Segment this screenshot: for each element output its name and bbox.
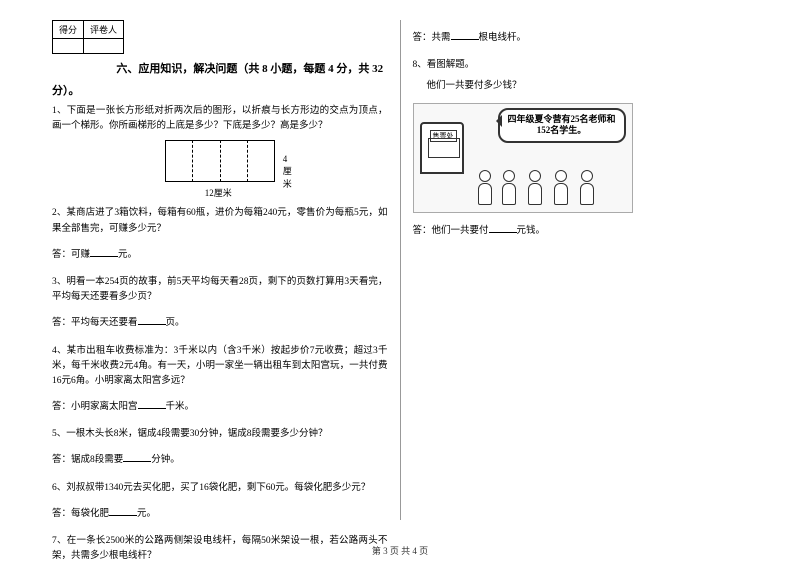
answer-7: 答：共需根电线杆。 <box>413 30 749 46</box>
fold-diagram: 4厘米 12厘米 <box>145 140 295 200</box>
question-1: 1、下面是一张长方形纸对折两次后的图形，以折痕与长方形边的交点为顶点，画一个梯形… <box>52 104 388 134</box>
score-cell-2 <box>84 39 124 54</box>
page-footer: 第 3 页 共 4 页 <box>0 544 800 557</box>
answer-2: 答：可赚元。 <box>52 247 388 263</box>
booth-window <box>428 138 460 158</box>
score-header-1: 得分 <box>53 21 84 39</box>
blank-2 <box>90 247 118 257</box>
score-cell-1 <box>53 39 84 54</box>
question-8: 8、看图解题。 <box>413 58 749 73</box>
person-5 <box>578 170 596 208</box>
question-2: 2、某商店进了3箱饮料，每箱有60瓶，进价为每箱240元，零售价为每瓶5元，如果… <box>52 206 388 236</box>
fold-line-3 <box>247 140 248 182</box>
answer-5: 答：锯成8段需要分钟。 <box>52 452 388 468</box>
person-2 <box>500 170 518 208</box>
right-column: 答：共需根电线杆。 8、看图解题。 他们一共要付多少钱？ 售票处 四年级夏令营有… <box>401 20 761 520</box>
person-1 <box>476 170 494 208</box>
page-columns: 得分 评卷人 六、应用知识，解决问题（共 8 小题，每题 4 分，共 32 分）… <box>40 20 760 520</box>
person-4 <box>552 170 570 208</box>
question-4: 4、某市出租车收费标准为：3千米以内（含3千米）按起步价7元收费；超过3千米，每… <box>52 344 388 390</box>
illustration: 售票处 四年级夏令营有25名老师和152名学生。 <box>413 103 633 213</box>
blank-8 <box>489 223 517 233</box>
blank-6 <box>109 506 137 516</box>
blank-5 <box>123 452 151 462</box>
blank-3 <box>138 315 166 325</box>
answer-8: 答：他们一共要付元钱。 <box>413 223 749 239</box>
section-title: 六、应用知识，解决问题（共 8 小题，每题 4 分，共 32 <box>52 60 388 76</box>
fold-line-1 <box>192 140 193 182</box>
diagram-label-12cm: 12厘米 <box>205 186 232 199</box>
question-6: 6、刘叔叔带1340元去买化肥，买了16袋化肥，剩下60元。每袋化肥多少元？ <box>52 481 388 496</box>
diagram-label-4cm: 4厘米 <box>283 154 295 190</box>
section-title-end: 分）。 <box>52 82 388 98</box>
blank-4 <box>138 399 166 409</box>
score-table: 得分 评卷人 <box>52 20 124 54</box>
ticket-booth: 售票处 <box>420 122 464 174</box>
fold-line-2 <box>220 140 221 182</box>
speech-bubble: 四年级夏令营有25名老师和152名学生。 <box>498 108 626 143</box>
question-5: 5、一根木头长8米，锯成4段需要30分钟，锯成8段需要多少分钟？ <box>52 427 388 442</box>
answer-4: 答：小明家离太阳宫千米。 <box>52 399 388 415</box>
question-3: 3、明看一本254页的故事，前5天平均每天看28页，剩下的页数打算用3天看完，平… <box>52 275 388 305</box>
question-8-sub: 他们一共要付多少钱？ <box>413 79 749 94</box>
answer-3: 答：平均每天还要看页。 <box>52 315 388 331</box>
left-column: 得分 评卷人 六、应用知识，解决问题（共 8 小题，每题 4 分，共 32 分）… <box>40 20 401 520</box>
answer-6: 答：每袋化肥元。 <box>52 506 388 522</box>
blank-7 <box>451 30 479 40</box>
person-3 <box>526 170 544 208</box>
score-header-2: 评卷人 <box>84 21 124 39</box>
